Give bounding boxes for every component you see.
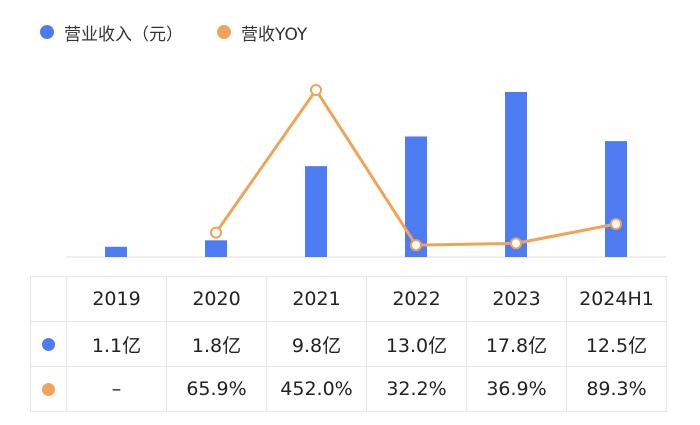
table-header-cell: 2021 (266, 276, 367, 322)
table-cell: 17.8亿 (466, 321, 567, 367)
legend-item-yoy: 营收YOY (217, 20, 307, 45)
table-cell: – (66, 366, 167, 412)
table-cell: 32.2% (366, 366, 467, 412)
table-cell: 65.9% (166, 366, 267, 412)
yoy-dot-icon (42, 383, 55, 396)
table-header-cell: 2019 (66, 276, 167, 322)
table-cell: 1.8亿 (166, 321, 267, 367)
row-marker-cell (30, 366, 67, 412)
table-header-cell: 2020 (166, 276, 267, 322)
yoy-point-2021 (310, 84, 322, 96)
row-marker-cell (30, 321, 67, 367)
revenue-yoy-chart (66, 84, 666, 258)
table-header-cell: 2023 (466, 276, 567, 322)
bar-2023 (505, 92, 527, 257)
table-cell: 9.8亿 (266, 321, 367, 367)
legend-marker-yoy (217, 25, 231, 39)
revenue-dot-icon (42, 338, 55, 351)
table-cell: 452.0% (266, 366, 367, 412)
legend-label-yoy: 营收YOY (241, 24, 308, 45)
bar-2024H1 (605, 141, 627, 257)
legend-label-revenue: 营业收入（元） (64, 24, 183, 45)
table-header-row: 2019 2020 2021 2022 2023 2024H1 (30, 276, 667, 322)
table-row-revenue: 1.1亿 1.8亿 9.8亿 13.0亿 17.8亿 12.5亿 (30, 321, 667, 367)
bar-2021 (305, 166, 327, 257)
table-header-cell: 2022 (366, 276, 467, 322)
table-header-cell: 2024H1 (566, 276, 667, 322)
yoy-point-2023 (510, 237, 522, 250)
yoy-point-2024H1 (610, 218, 622, 231)
table-cell: 13.0亿 (366, 321, 467, 367)
table-cell: 12.5亿 (566, 321, 667, 367)
table-corner-cell (30, 276, 67, 322)
table-cell: 36.9% (466, 366, 567, 412)
table-cell: 89.3% (566, 366, 667, 412)
bar-2022 (405, 136, 427, 257)
data-table: 2019 2020 2021 2022 2023 2024H1 1.1亿 1.8… (30, 276, 667, 412)
chart-legend: 营业收入（元） 营收YOY (40, 20, 341, 45)
yoy-point-2022 (410, 239, 422, 252)
yoy-point-2020 (210, 226, 222, 239)
table-cell: 1.1亿 (66, 321, 167, 367)
table-row-yoy: – 65.9% 452.0% 32.2% 36.9% 89.3% (30, 366, 667, 412)
legend-item-revenue: 营业收入（元） (40, 20, 183, 45)
bar-2019 (105, 246, 127, 257)
bar-2020 (205, 240, 227, 257)
legend-marker-revenue (40, 25, 54, 39)
